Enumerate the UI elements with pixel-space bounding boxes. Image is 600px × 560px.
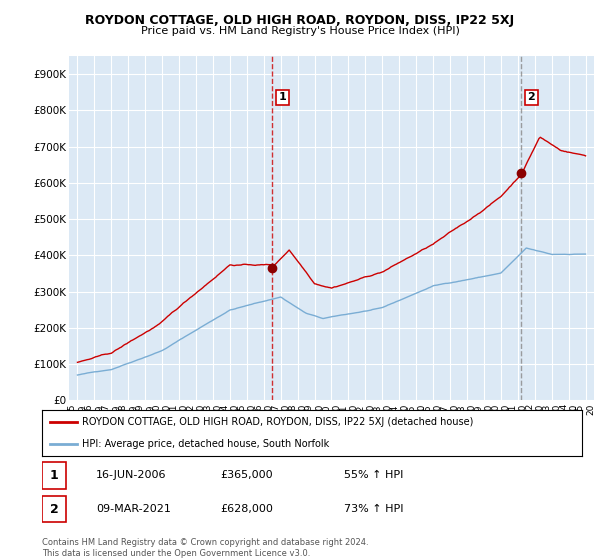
Text: 73% ↑ HPI: 73% ↑ HPI <box>344 504 404 514</box>
Text: £628,000: £628,000 <box>220 504 273 514</box>
Text: HPI: Average price, detached house, South Norfolk: HPI: Average price, detached house, Sout… <box>83 438 330 449</box>
Text: 2: 2 <box>527 92 535 102</box>
Text: Price paid vs. HM Land Registry's House Price Index (HPI): Price paid vs. HM Land Registry's House … <box>140 26 460 36</box>
Text: 16-JUN-2006: 16-JUN-2006 <box>96 470 167 480</box>
Text: ROYDON COTTAGE, OLD HIGH ROAD, ROYDON, DISS, IP22 5XJ (detached house): ROYDON COTTAGE, OLD HIGH ROAD, ROYDON, D… <box>83 417 474 427</box>
Text: 2: 2 <box>50 502 58 516</box>
Text: £365,000: £365,000 <box>220 470 273 480</box>
Text: ROYDON COTTAGE, OLD HIGH ROAD, ROYDON, DISS, IP22 5XJ: ROYDON COTTAGE, OLD HIGH ROAD, ROYDON, D… <box>85 14 515 27</box>
Text: 55% ↑ HPI: 55% ↑ HPI <box>344 470 404 480</box>
Text: Contains HM Land Registry data © Crown copyright and database right 2024.
This d: Contains HM Land Registry data © Crown c… <box>42 538 368 558</box>
Text: 1: 1 <box>50 469 58 482</box>
Bar <box>42 463 67 488</box>
Text: 1: 1 <box>278 92 286 102</box>
Bar <box>42 496 67 522</box>
Text: 09-MAR-2021: 09-MAR-2021 <box>96 504 171 514</box>
